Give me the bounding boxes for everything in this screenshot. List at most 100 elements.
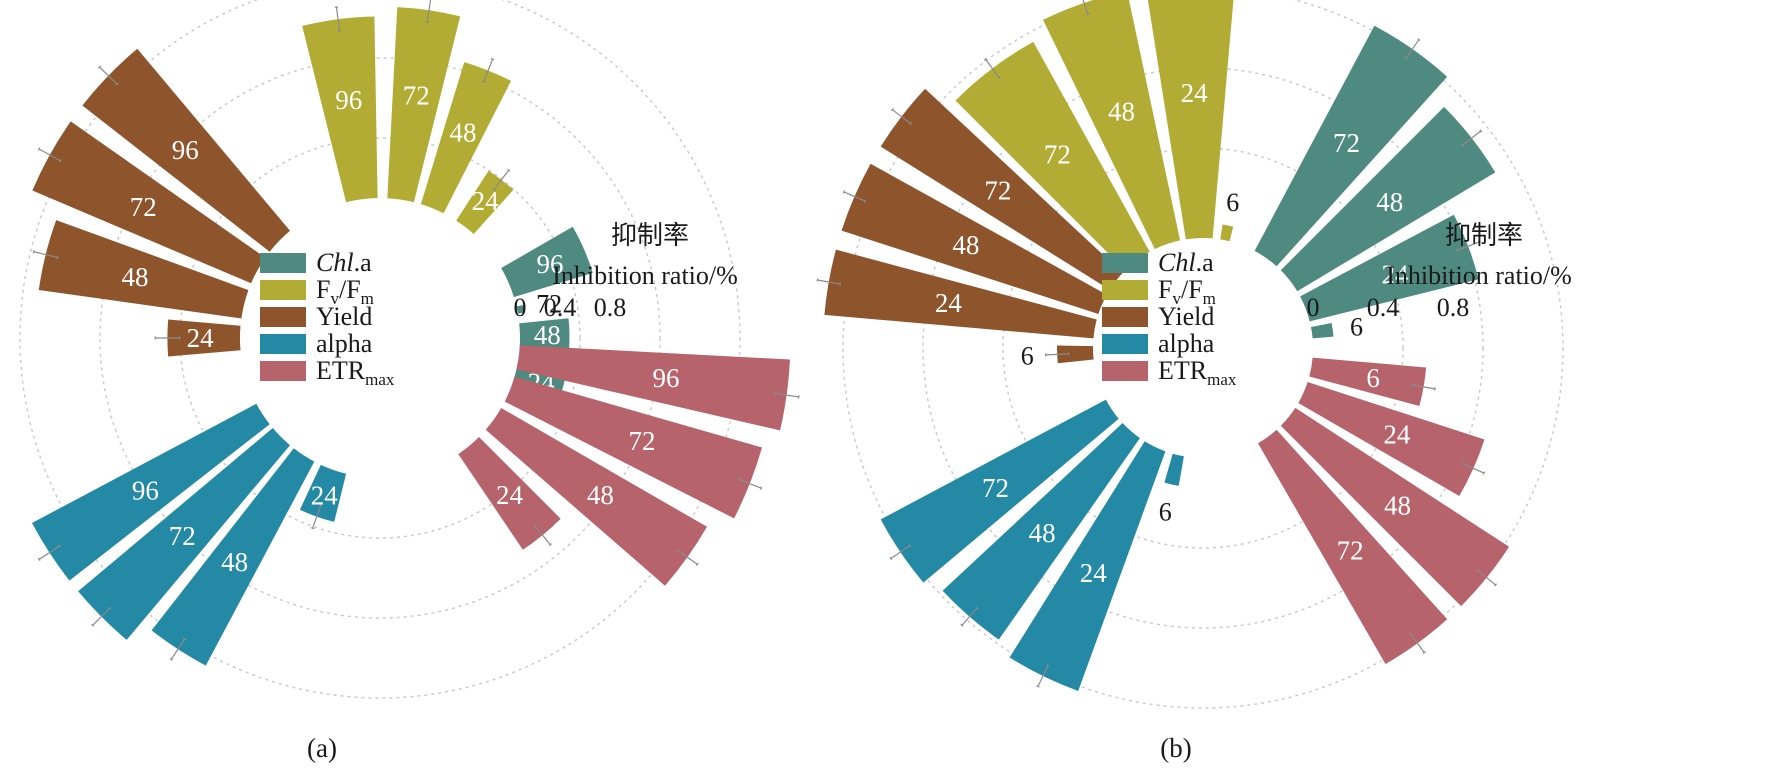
error-bar-cap xyxy=(182,637,187,641)
error-bar-cap xyxy=(816,278,819,282)
bar-etrmax-6 xyxy=(1309,357,1427,406)
error-bar xyxy=(493,169,510,190)
bar-chl-a-72 xyxy=(1254,25,1448,267)
legend-label-chl-a: Chl.a xyxy=(1158,248,1214,277)
axis-title-en: Inhibition ratio/% xyxy=(552,261,738,290)
bar-label: 72 xyxy=(536,290,562,319)
error-bar-cap xyxy=(983,57,988,61)
bar-label: 24 xyxy=(496,480,524,510)
bar-yield-24 xyxy=(824,249,1097,339)
bar-label: 72 xyxy=(130,192,157,222)
bar-label: 72 xyxy=(1333,128,1360,158)
error-bar-cap xyxy=(1411,383,1414,387)
bar-label: 96 xyxy=(335,85,362,115)
legend-label-yield: Yield xyxy=(316,302,372,331)
error-bar xyxy=(1405,39,1420,59)
error-bar-cap xyxy=(1086,12,1090,15)
bar-fv-fm-48 xyxy=(1043,0,1181,250)
error-bar xyxy=(482,58,494,83)
error-bar xyxy=(892,109,912,125)
error-bar-cap xyxy=(533,524,537,528)
bar-etrmax-48 xyxy=(485,408,707,586)
axis-tick-label: 0.8 xyxy=(1437,293,1470,322)
bar-etrmax-24 xyxy=(1298,382,1485,496)
error-bar-cap xyxy=(1409,632,1413,636)
error-bar-cap xyxy=(32,250,35,254)
error-bar xyxy=(817,279,841,285)
error-bar-cap xyxy=(737,477,740,481)
error-bar xyxy=(984,58,1000,79)
error-bar-cap xyxy=(676,548,679,552)
legend-label-fv-fm: Fv/Fm xyxy=(316,275,374,308)
bar-label: 6 xyxy=(1366,363,1380,393)
error-bar-cap xyxy=(319,503,323,507)
bar-yield-6 xyxy=(1056,345,1094,364)
error-bar-cap xyxy=(490,58,495,61)
legend-swatch-chl-a xyxy=(1102,253,1148,273)
bar-fv-fm-48 xyxy=(420,62,511,214)
axis-title-cn: 抑制率 xyxy=(1445,221,1523,250)
legend-swatch-fv-fm xyxy=(260,280,306,300)
error-bar xyxy=(38,148,61,162)
axis-title-en: Inhibition ratio/% xyxy=(1386,261,1572,290)
bar-label: 48 xyxy=(122,262,149,292)
legend-label-fv-fm: Fv/Fm xyxy=(1158,275,1216,308)
error-bar xyxy=(1412,384,1436,390)
bar-alpha-96 xyxy=(32,403,270,581)
error-bar-cap xyxy=(59,159,62,163)
error-bar xyxy=(1457,241,1480,251)
bar-label: 48 xyxy=(534,320,561,350)
panel-caption: (b) xyxy=(1160,733,1191,763)
bar-label: 96 xyxy=(132,475,159,505)
bar-etrmax-72 xyxy=(504,376,762,519)
axis-tick-label: 0 xyxy=(1307,293,1320,322)
legend-label-yield: Yield xyxy=(1158,302,1214,331)
error-bar-cap xyxy=(1456,248,1459,253)
bar-label: 24 xyxy=(1080,558,1108,588)
bar-label: 96 xyxy=(172,135,199,165)
error-bar xyxy=(738,478,762,489)
error-bar xyxy=(99,66,118,85)
error-bar-cap xyxy=(115,82,119,86)
bar-label: 6 xyxy=(1350,312,1363,341)
legend-swatch-alpha xyxy=(260,334,306,354)
axis-title-cn: 抑制率 xyxy=(611,221,689,250)
error-bar xyxy=(1082,0,1089,14)
error-bar-cap xyxy=(1482,471,1486,475)
error-bar-cap xyxy=(908,544,912,548)
legend-label-alpha: alpha xyxy=(316,329,373,358)
bar-label: 24 xyxy=(187,323,215,353)
bar-alpha-48 xyxy=(942,423,1140,640)
error-bar xyxy=(1477,569,1496,586)
error-bar-cap xyxy=(507,168,511,172)
bar-label: 6 xyxy=(1159,498,1172,527)
error-bar-cap xyxy=(548,543,552,547)
error-bar xyxy=(1037,665,1049,687)
bar-fv-fm-24 xyxy=(1147,0,1234,240)
error-bar xyxy=(1462,463,1485,474)
error-bar-cap xyxy=(108,606,112,610)
error-bar xyxy=(335,7,341,32)
error-bar xyxy=(1462,130,1482,146)
bar-label: 24 xyxy=(1383,419,1411,449)
error-bar-cap xyxy=(1036,685,1040,688)
error-bar-cap xyxy=(909,122,913,126)
bar-chl-a-72 xyxy=(516,305,525,314)
bar-yield-24 xyxy=(167,319,241,357)
legend-swatch-chl-a xyxy=(260,253,306,273)
bar-label: 72 xyxy=(1044,140,1071,170)
bar-label: 48 xyxy=(1376,187,1403,217)
error-bar-cap xyxy=(1461,462,1465,466)
error-bar-cap xyxy=(1417,38,1421,41)
bar-label: 96 xyxy=(653,363,680,393)
error-bar-cap xyxy=(1476,568,1480,573)
bar-yield-72 xyxy=(880,88,1123,290)
axis-tick-label: 0.8 xyxy=(594,293,627,322)
bar-label: 24 xyxy=(472,186,500,216)
error-bar-cap xyxy=(863,199,867,203)
bar-alpha-72 xyxy=(78,428,290,640)
error-bar xyxy=(38,545,61,560)
bar-label: 72 xyxy=(1337,536,1364,566)
bar-label: 6 xyxy=(1226,188,1239,217)
